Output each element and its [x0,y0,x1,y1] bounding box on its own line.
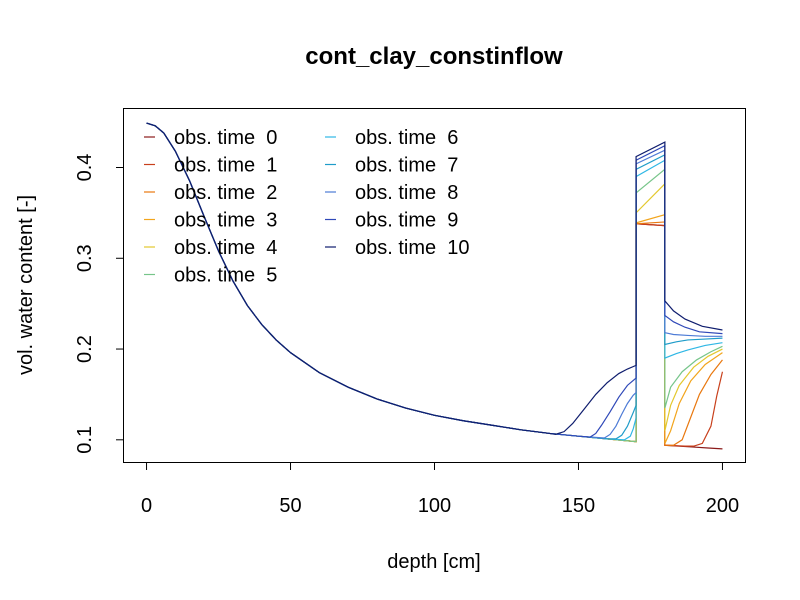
x-tick-label: 0 [141,495,152,517]
legend-label: obs. time 3 [174,210,277,232]
x-axis: 0 50 100 150 200 [141,462,739,517]
legend-label: obs. time 10 [355,237,470,259]
legend-label: obs. time 4 [174,237,277,259]
x-tick-label: 200 [706,495,739,517]
y-tick-label: 0.2 [74,335,96,363]
legend-label: obs. time 6 [355,127,458,149]
x-tick-label: 100 [418,495,451,517]
legend: obs. time 0 obs. time 1 obs. time 2 obs. ti… [144,127,470,287]
legend-label: obs. time 2 [174,182,277,204]
x-tick-label: 150 [562,495,595,517]
legend-label: obs. time 8 [355,182,458,204]
series-line-10 [146,122,723,435]
y-tick-label: 0.4 [74,154,96,182]
legend-label: obs. time 1 [174,155,277,177]
legend-label: obs. time 5 [174,265,277,287]
legend-label: obs. time 9 [355,210,458,232]
x-axis-label: depth [cm] [387,551,480,573]
legend-label: obs. time 0 [174,127,277,149]
y-tick-label: 0.1 [74,426,96,454]
legend-label: obs. time 7 [355,155,458,177]
x-tick-label: 50 [279,495,301,517]
chart-title: cont_clay_constinflow [305,43,563,70]
y-tick-label: 0.3 [74,244,96,272]
series-group [146,122,724,450]
y-axis-label: vol. water content [-] [15,195,37,375]
y-axis: 0.1 0.2 0.3 0.4 [74,154,124,454]
